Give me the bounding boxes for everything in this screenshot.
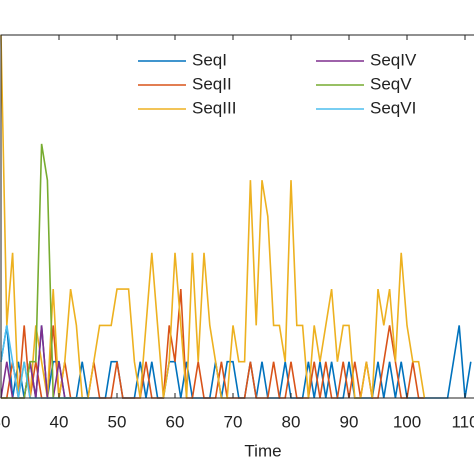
x-tick-label: 40 <box>50 412 69 431</box>
x-tick-label: 50 <box>108 412 127 431</box>
legend-label: SeqII <box>192 74 232 93</box>
x-tick-label: 90 <box>340 412 359 431</box>
series-line <box>0 325 472 399</box>
legend-label: SeqIII <box>192 98 236 117</box>
x-tick-label: 60 <box>166 412 185 431</box>
legend-label: SeqVI <box>370 98 416 117</box>
legend-box <box>127 43 474 103</box>
x-tick-label: 70 <box>224 412 243 431</box>
x-tick-label: 80 <box>282 412 301 431</box>
x-tick-label: 110 <box>451 412 474 431</box>
legend-label: SeqV <box>370 74 412 93</box>
legend-label: SeqI <box>192 50 227 69</box>
plot-frame <box>0 34 474 399</box>
series-line <box>0 34 426 399</box>
x-tick-label: 30 <box>0 412 10 431</box>
legend: SeqI SeqII SeqIII SeqIV SeqV SeqVI <box>127 43 474 117</box>
x-axis-label: Time <box>244 441 281 460</box>
x-tick-label: 100 <box>393 412 421 431</box>
legend-label: SeqIV <box>370 50 417 69</box>
